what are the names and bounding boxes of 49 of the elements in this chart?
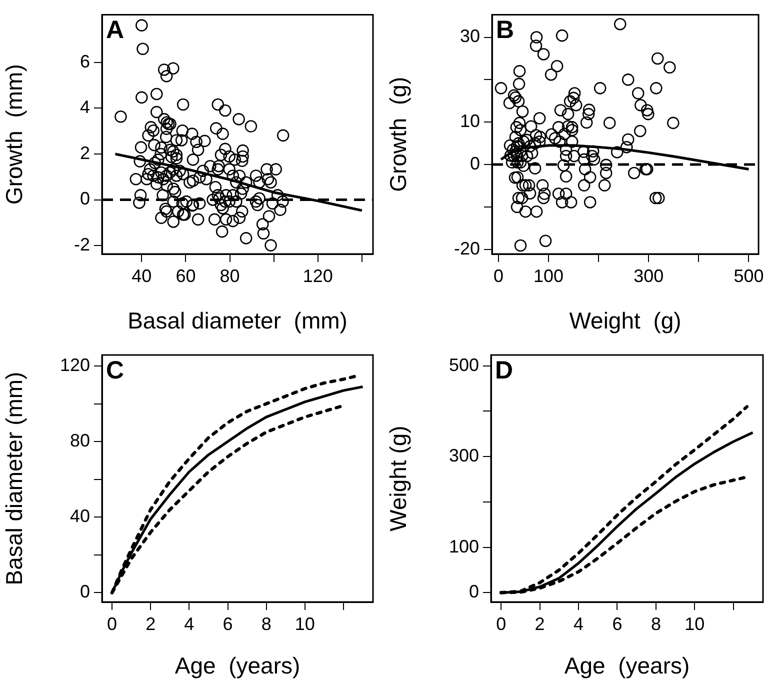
x-tick-label: 8 (261, 614, 272, 634)
y-tick-label: 500 (448, 354, 479, 375)
x-tick-label: 2 (146, 614, 156, 634)
x-tick-label: 0 (496, 614, 506, 634)
x-tick-label: 40 (132, 266, 152, 286)
y-tick-label: 0 (80, 188, 90, 209)
x-tick-label: 10 (294, 614, 315, 634)
x-tick-label: 2 (534, 614, 545, 634)
x-tick-label: 60 (176, 266, 196, 286)
x-tick-label: 10 (684, 614, 705, 634)
y-tick-label: 6 (80, 51, 90, 72)
x-tick-label: 6 (222, 614, 233, 634)
x-tick-label: 80 (220, 266, 240, 286)
y-tick-label: -2 (74, 234, 90, 254)
y-tick-label: 4 (80, 97, 90, 118)
y-axis-title: Growth (mm) (1, 64, 28, 205)
y-tick-label: 30 (460, 26, 480, 46)
x-tick-label: 300 (634, 266, 664, 286)
annotation: D (495, 356, 514, 384)
y-tick-label: 0 (80, 582, 90, 602)
y-tick-label: 80 (70, 430, 90, 451)
x-axis-title: Basal diameter (mm) (128, 308, 348, 334)
x-tick-label: 120 (302, 266, 333, 286)
x-tick-label: 4 (573, 614, 584, 634)
y-tick-label: -20 (454, 238, 480, 258)
x-tick-label: 6 (612, 614, 622, 634)
y-tick-label: 0 (468, 582, 479, 602)
x-axis-title: Weight (g) (569, 308, 682, 334)
annotation: A (106, 16, 124, 44)
y-axis-title: Weight (g) (385, 426, 412, 532)
x-tick-label: 0 (107, 614, 118, 634)
x-tick-label: 8 (650, 614, 661, 634)
y-tick-label: 0 (470, 153, 480, 174)
y-axis-title: Basal diameter (mm) (1, 372, 28, 586)
x-tick-label: 500 (734, 266, 764, 286)
annotation: B (496, 16, 514, 44)
y-tick-label: 2 (80, 142, 90, 163)
x-tick-label: 100 (534, 266, 564, 286)
y-axis-title: Growth (g) (385, 76, 412, 192)
y-tick-label: 300 (448, 446, 479, 466)
x-tick-label: 0 (494, 266, 504, 286)
x-axis-title: Age (years) (174, 652, 300, 679)
y-tick-label: 120 (60, 354, 90, 375)
y-tick-label: 10 (460, 111, 480, 132)
x-tick-label: 4 (184, 614, 194, 634)
annotation: C (106, 356, 124, 384)
y-tick-label: 100 (448, 536, 479, 556)
y-tick-label: 40 (70, 506, 90, 526)
x-axis-title: Age (years) (564, 652, 690, 679)
